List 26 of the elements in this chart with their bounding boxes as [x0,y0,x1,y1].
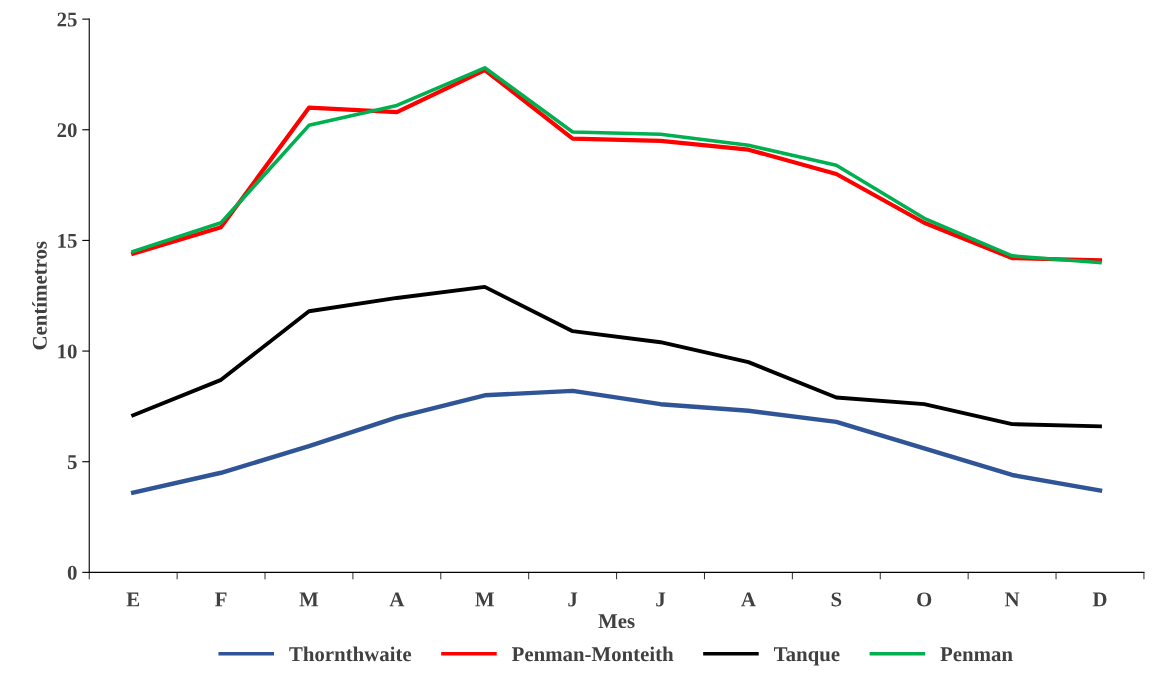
y-tick-label: 5 [67,455,77,470]
line-series [130,388,1103,495]
y-tick-label: 25 [57,12,77,27]
x-tick-label: E [126,592,140,607]
y-tick-label: 10 [58,344,77,359]
x-tick-label: S [831,592,842,607]
y-tick-label: 20 [57,123,77,138]
x-tick-label: M [299,592,319,607]
x-tick-label: M [475,592,494,607]
x-axis-title: Mes [598,614,635,629]
legend-label: Thornthwaite [289,646,412,662]
x-tick-label: D [1092,592,1107,607]
x-tick-label: N [1004,592,1020,607]
legend-label: Tanque [773,647,840,666]
x-tick-label: A [389,592,405,607]
legend-label: Penman-Monteith [511,646,674,662]
x-tick-label: J [656,592,666,607]
x-tick-label: O [917,592,932,607]
y-tick-label: 0 [67,565,77,580]
y-axis-title: Centímetros [32,241,47,350]
x-tick-label: A [741,592,756,607]
y-tick-label: 15 [58,233,77,248]
x-tick-label: F [215,592,227,607]
legend-label: Penman [940,647,1013,662]
line-series [131,284,1102,429]
x-tick-label: J [568,592,578,607]
